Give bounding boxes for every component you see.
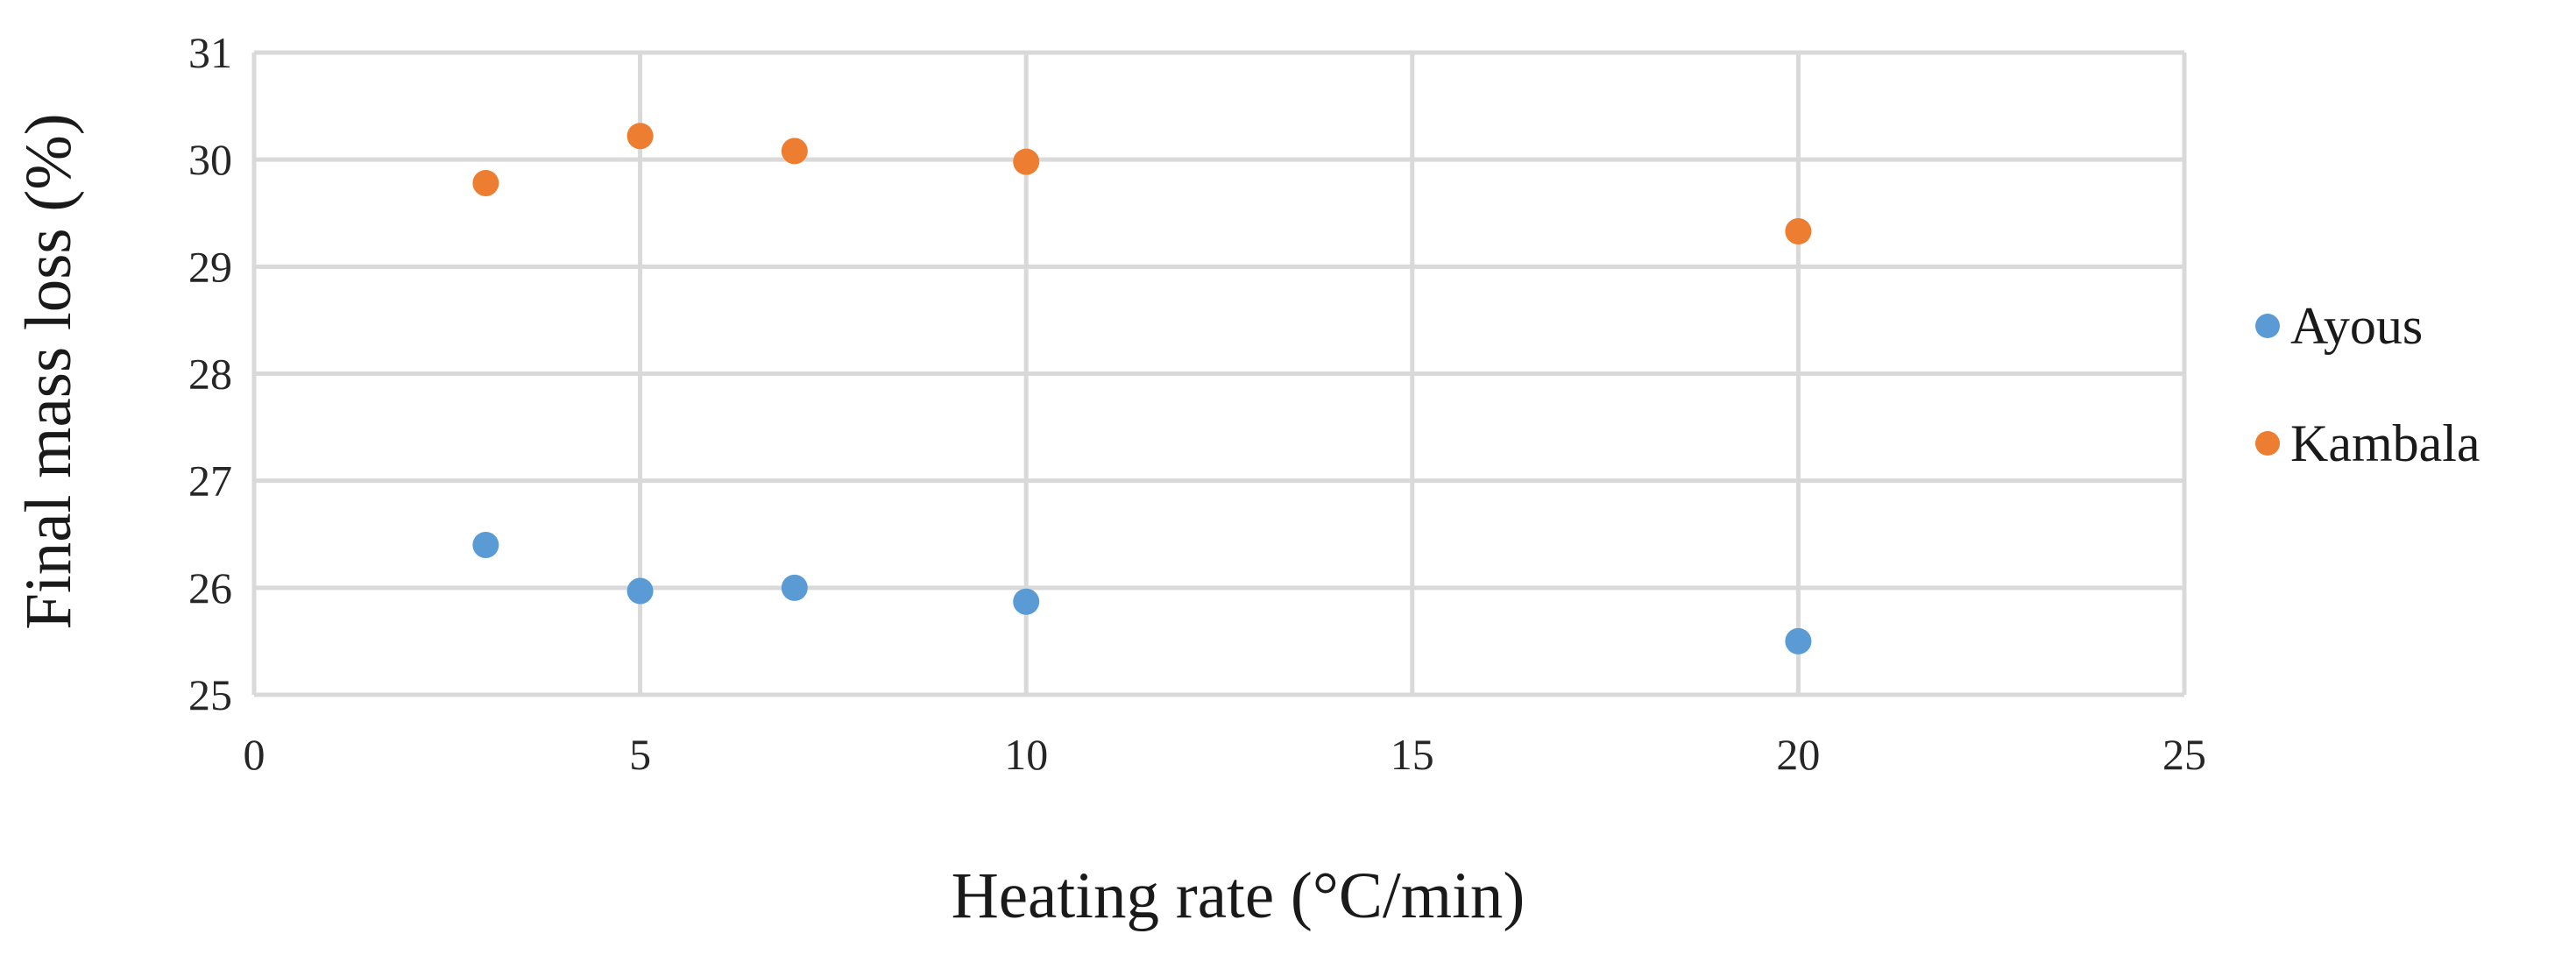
legend-marker xyxy=(2255,431,2280,456)
x-tick-label: 20 xyxy=(1776,730,1820,779)
data-point xyxy=(781,138,808,165)
legend-item: Kambala xyxy=(2255,414,2480,472)
series-ayous xyxy=(472,531,1812,654)
y-axis-title: Final mass loss (%) xyxy=(12,113,85,630)
legend-marker xyxy=(2255,314,2280,338)
data-point xyxy=(1013,588,1040,615)
y-tick-label: 31 xyxy=(188,28,232,77)
x-tick-label: 5 xyxy=(629,730,651,779)
x-tick-label: 10 xyxy=(1004,730,1048,779)
grid xyxy=(251,50,2187,697)
data-points xyxy=(472,123,1812,654)
legend-label: Ayous xyxy=(2290,297,2423,355)
y-tick-label: 26 xyxy=(188,563,232,612)
data-point xyxy=(626,123,654,150)
data-point xyxy=(1785,627,1812,654)
x-tick-label: 15 xyxy=(1391,730,1434,779)
legend-label: Kambala xyxy=(2290,414,2480,472)
y-tick-labels: 25 26 27 28 29 30 31 xyxy=(188,28,232,719)
y-tick-label: 27 xyxy=(188,456,232,506)
legend: Ayous Kambala xyxy=(2255,297,2480,472)
y-tick-label: 30 xyxy=(188,135,232,184)
data-point xyxy=(626,577,654,605)
series-kambala xyxy=(472,123,1812,245)
legend-item: Ayous xyxy=(2255,297,2423,355)
data-point xyxy=(1785,218,1812,245)
data-point xyxy=(472,531,499,558)
y-tick-label: 28 xyxy=(188,350,232,399)
x-axis-title: Heating rate (°C/min) xyxy=(952,860,1525,932)
x-tick-label: 0 xyxy=(244,730,265,779)
y-tick-label: 29 xyxy=(188,242,232,291)
x-tick-label: 25 xyxy=(2162,730,2206,779)
y-tick-label: 25 xyxy=(188,670,232,719)
x-tick-labels: 0 5 10 15 20 25 xyxy=(244,730,2207,779)
data-point xyxy=(472,170,499,197)
data-point xyxy=(781,574,808,601)
data-point xyxy=(1013,148,1040,175)
